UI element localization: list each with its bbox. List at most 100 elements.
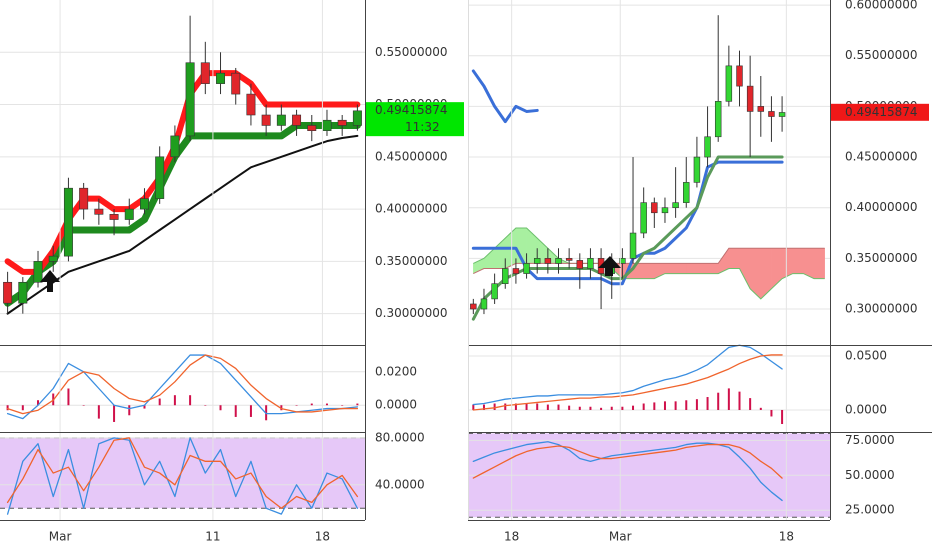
histogram-bar bbox=[173, 395, 176, 406]
histogram-bar bbox=[128, 405, 131, 416]
y-tick-label: 0.45000000 bbox=[845, 150, 918, 164]
candle-body bbox=[640, 202, 647, 234]
candle-body bbox=[512, 268, 520, 274]
y-tick-label: 0.0000 bbox=[375, 398, 417, 412]
candle-body bbox=[502, 268, 509, 285]
candle-body bbox=[200, 62, 210, 84]
candle-body bbox=[480, 298, 488, 310]
histogram-bar bbox=[143, 405, 146, 409]
candle-body bbox=[768, 111, 775, 117]
candle-body bbox=[322, 119, 332, 131]
cloud-fill bbox=[696, 263, 708, 274]
y-tick-label: 0.35000000 bbox=[845, 251, 918, 265]
histogram-bar bbox=[482, 404, 485, 410]
histogram-bar bbox=[589, 406, 592, 410]
histogram-bar bbox=[249, 405, 252, 417]
histogram-bar bbox=[37, 400, 40, 406]
cloud-fill bbox=[686, 263, 698, 274]
histogram-bar bbox=[295, 405, 298, 406]
indicator-line bbox=[6, 437, 359, 509]
y-tick-label: 0.35000000 bbox=[375, 254, 448, 268]
y-tick-label: 0.55000000 bbox=[375, 45, 448, 59]
indicator-line bbox=[472, 443, 783, 479]
candle-body bbox=[48, 255, 58, 262]
candle-body bbox=[155, 156, 165, 199]
candle-body bbox=[619, 258, 626, 264]
histogram-bar bbox=[653, 402, 656, 410]
candle-body bbox=[693, 156, 701, 183]
y-tick-label: 0.0200 bbox=[375, 364, 417, 378]
candle-body bbox=[3, 281, 13, 304]
candle-body bbox=[261, 114, 271, 126]
indicator-line bbox=[472, 344, 783, 406]
histogram-bar bbox=[600, 407, 603, 410]
histogram-bar bbox=[356, 403, 359, 406]
x-tick-label: 18 bbox=[315, 530, 330, 544]
histogram-bar bbox=[749, 398, 752, 410]
candle-body bbox=[555, 258, 562, 264]
candle-body bbox=[736, 65, 743, 87]
histogram-bar bbox=[578, 406, 581, 410]
y-tick-label: 80.0000 bbox=[375, 430, 425, 444]
candle-body bbox=[661, 207, 669, 214]
histogram-bar bbox=[219, 405, 222, 411]
candle-body bbox=[533, 258, 541, 264]
last-price-tag bbox=[831, 103, 929, 121]
histogram-bar bbox=[695, 399, 698, 410]
candle-body bbox=[491, 283, 498, 300]
candle-body bbox=[63, 187, 73, 257]
histogram-bar bbox=[472, 404, 475, 410]
candle-body bbox=[629, 232, 637, 259]
histogram-bar bbox=[325, 403, 328, 406]
candle-body bbox=[276, 114, 286, 126]
histogram-bar bbox=[204, 405, 207, 406]
candle-body bbox=[170, 135, 180, 158]
dividers bbox=[0, 0, 932, 521]
candle-body bbox=[216, 72, 226, 84]
candle-body bbox=[470, 303, 477, 310]
y-tick-label: 0.40000000 bbox=[375, 202, 448, 216]
candle-body bbox=[746, 85, 754, 112]
y-tick-label: 75.0000 bbox=[845, 433, 895, 447]
indicator-line bbox=[472, 441, 783, 502]
indicator-line bbox=[471, 69, 539, 124]
cloud-fill bbox=[664, 263, 676, 274]
cloud-fill bbox=[707, 263, 719, 274]
candle-body bbox=[565, 258, 573, 261]
histogram-bar bbox=[770, 409, 773, 417]
histogram-bar bbox=[642, 403, 645, 410]
histogram-bar bbox=[280, 405, 283, 411]
histogram-bar bbox=[97, 405, 100, 419]
candle-body bbox=[544, 258, 552, 264]
x-tick-label: 11 bbox=[205, 530, 220, 544]
candle-body bbox=[139, 198, 149, 210]
histogram-bar bbox=[557, 404, 560, 410]
candle-body bbox=[757, 106, 765, 112]
cloud-fill bbox=[728, 247, 740, 269]
y-tick-label: 50.0000 bbox=[845, 468, 895, 482]
histogram-bar bbox=[493, 403, 496, 410]
arrow-icon bbox=[40, 270, 60, 292]
last-price-label: 0.49415874 bbox=[375, 103, 448, 117]
last-price-tag bbox=[366, 102, 464, 137]
countdown-label: 11:32 bbox=[405, 120, 440, 134]
y-tick-label: 40.0000 bbox=[375, 477, 425, 491]
candle-body bbox=[94, 208, 104, 215]
candle-body bbox=[651, 202, 658, 214]
y-tick-label: 0.45000000 bbox=[375, 149, 448, 163]
candle-body bbox=[725, 65, 733, 102]
histogram-bar bbox=[536, 403, 539, 410]
y-tick-label: 0.30000000 bbox=[845, 302, 918, 316]
x-tick-label: 18 bbox=[779, 530, 794, 544]
candle-body bbox=[778, 112, 786, 117]
cloud-fill bbox=[792, 247, 804, 274]
y-tick-label: 25.0000 bbox=[845, 503, 895, 517]
candle-body bbox=[292, 114, 302, 126]
histogram-bar bbox=[21, 405, 24, 411]
histogram-bar bbox=[663, 401, 666, 410]
histogram-bar bbox=[113, 405, 116, 422]
histogram-bar bbox=[234, 405, 237, 417]
y-tick-label: 0.55000000 bbox=[845, 48, 918, 62]
candle-body bbox=[523, 263, 530, 274]
